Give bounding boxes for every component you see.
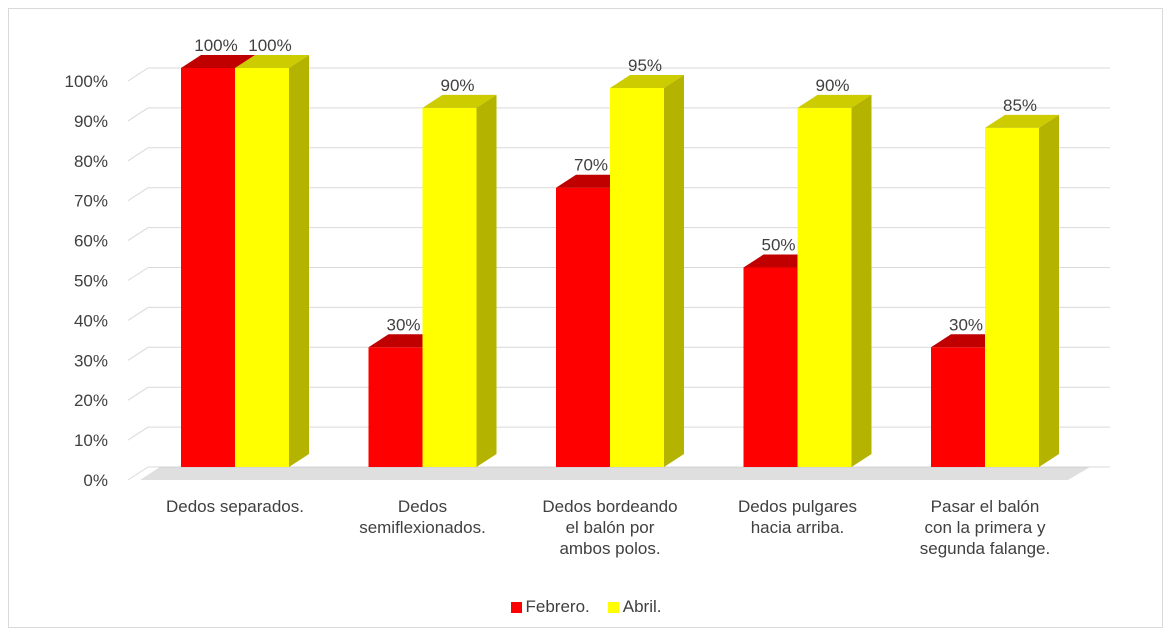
x-category-label: Dedos bordeando el balón por ambos polos… bbox=[542, 497, 678, 558]
bar-abril bbox=[422, 107, 477, 468]
bar-abril bbox=[235, 68, 289, 467]
data-label: 90% bbox=[440, 76, 474, 95]
bar-side bbox=[664, 74, 684, 467]
chart-floor bbox=[140, 467, 1090, 480]
x-category-label: Dedos semiflexionados. bbox=[359, 497, 486, 537]
bar-top bbox=[797, 94, 872, 108]
data-label: 30% bbox=[949, 315, 983, 334]
y-tick-label: 40% bbox=[74, 311, 108, 330]
floor-shadow bbox=[140, 467, 1090, 480]
bar-febrero bbox=[556, 187, 610, 467]
data-label: 100% bbox=[194, 36, 237, 55]
legend-swatch-febrero bbox=[510, 601, 522, 613]
x-category-label: Pasar el balón con la primera y segunda … bbox=[919, 497, 1051, 558]
legend: Febrero. Abril. bbox=[0, 597, 1172, 617]
y-tick-label: 10% bbox=[74, 431, 108, 450]
bar-top bbox=[610, 74, 684, 88]
bar-top bbox=[985, 114, 1059, 128]
y-tick-label: 90% bbox=[74, 112, 108, 131]
y-tick-label: 50% bbox=[74, 272, 108, 291]
bar-side bbox=[851, 94, 872, 468]
y-tick-label: 30% bbox=[74, 351, 108, 370]
gridline-diagonal bbox=[127, 107, 149, 122]
bar-side bbox=[476, 94, 497, 468]
gridline-diagonal bbox=[127, 306, 149, 321]
bar-side bbox=[1039, 114, 1059, 467]
gridline-diagonal bbox=[127, 267, 149, 281]
gridline-diagonal bbox=[127, 147, 149, 162]
data-label: 70% bbox=[574, 156, 608, 175]
data-label: 90% bbox=[815, 76, 849, 95]
x-category-label: Dedos separados. bbox=[166, 497, 304, 516]
y-tick-label: 70% bbox=[74, 192, 108, 211]
gridline-diagonal bbox=[127, 466, 149, 481]
bars bbox=[181, 55, 1059, 468]
gridline-diagonal bbox=[127, 67, 149, 82]
gridline-diagonal bbox=[127, 187, 149, 202]
data-labels: 100% 100% 30% 90% 70% 95% 50% 90% 30% 85% bbox=[194, 36, 1037, 334]
y-tick-label: 0% bbox=[83, 471, 108, 490]
y-axis-tick-labels: 0% 10% 20% 30% 40% 50% 60% 70% 80% 90% 100% bbox=[65, 72, 108, 490]
bar-febrero bbox=[743, 267, 798, 467]
bar-abril bbox=[610, 87, 664, 467]
data-label: 30% bbox=[386, 315, 420, 334]
legend-item-febrero: Febrero. bbox=[510, 597, 590, 617]
gridline-diagonal bbox=[127, 386, 149, 401]
y-tick-label: 60% bbox=[74, 232, 108, 251]
legend-item-abril: Abril. bbox=[607, 597, 662, 617]
y-tick-label: 20% bbox=[74, 391, 108, 410]
bar-top bbox=[181, 55, 255, 68]
data-label: 50% bbox=[761, 236, 795, 255]
data-label: 85% bbox=[1003, 96, 1037, 115]
bar-febrero bbox=[368, 347, 423, 467]
bar-side bbox=[289, 55, 309, 467]
data-label: 95% bbox=[628, 56, 662, 75]
gridline-diagonal bbox=[127, 227, 149, 242]
gridline-diagonal bbox=[127, 346, 149, 361]
y-tick-label: 80% bbox=[74, 152, 108, 171]
bar-febrero bbox=[181, 68, 235, 467]
bar-abril bbox=[985, 127, 1039, 467]
gridline-diagonal bbox=[127, 426, 149, 441]
bar-abril bbox=[797, 107, 852, 468]
bar-top bbox=[235, 55, 309, 68]
bar-top bbox=[422, 94, 497, 108]
x-category-label: Dedos pulgares hacia arriba. bbox=[737, 497, 858, 537]
data-label: 100% bbox=[248, 36, 291, 55]
bar-febrero bbox=[931, 347, 985, 467]
legend-label-abril: Abril. bbox=[622, 597, 662, 616]
legend-label-febrero: Febrero. bbox=[525, 597, 590, 616]
y-tick-label: 100% bbox=[65, 72, 108, 91]
legend-swatch-abril bbox=[607, 601, 619, 613]
